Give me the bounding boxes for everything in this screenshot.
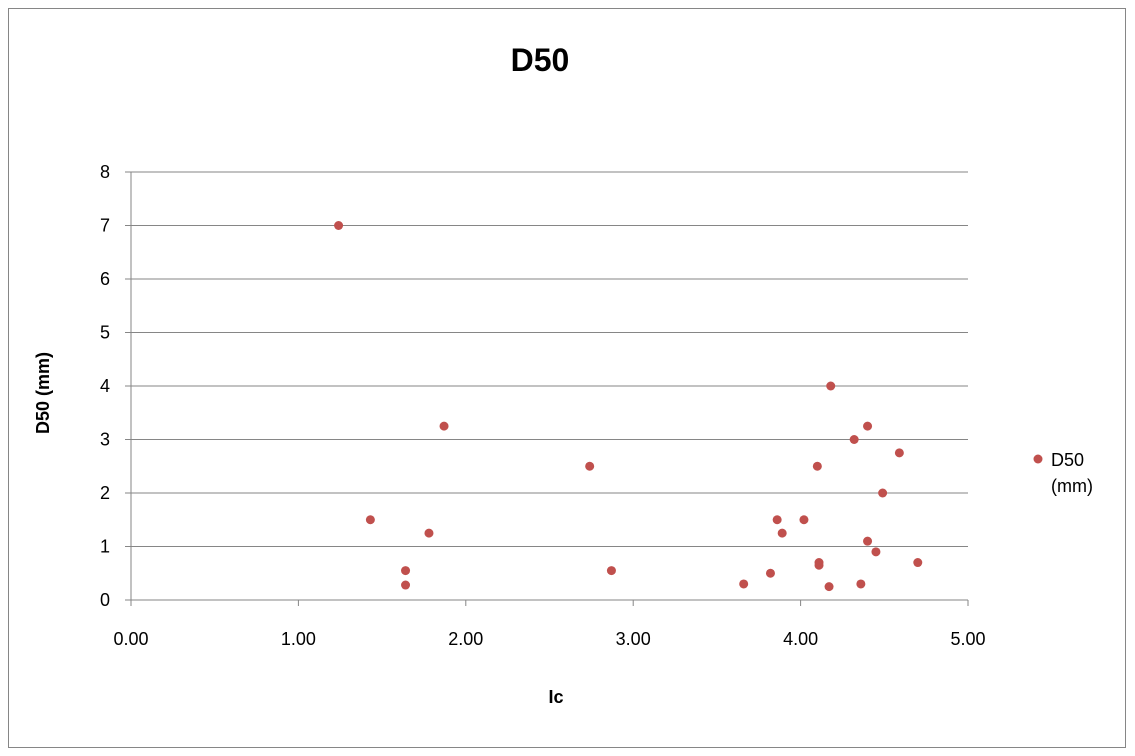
x-tick-label: 0.00 [113, 629, 148, 649]
data-point [824, 582, 834, 592]
y-tick-label: 6 [100, 269, 110, 289]
data-point [585, 461, 595, 471]
data-point [856, 579, 866, 589]
y-tick-label: 1 [100, 537, 110, 557]
data-point [401, 566, 411, 576]
data-point [826, 381, 836, 391]
data-point [913, 558, 923, 568]
x-tick-label: 4.00 [783, 629, 818, 649]
data-point [894, 448, 904, 458]
y-tick-label: 8 [100, 162, 110, 182]
y-tick-label: 3 [100, 430, 110, 450]
data-point [863, 421, 873, 431]
data-point [871, 547, 881, 557]
x-tick-label: 3.00 [616, 629, 651, 649]
y-tick-label: 2 [100, 483, 110, 503]
x-tick-label: 2.00 [448, 629, 483, 649]
tick-labels: 0 1 2 3 4 5 6 7 8 0.00 1.00 2.00 3.00 4.00 5.00 [100, 162, 986, 649]
y-tick-label: 5 [100, 323, 110, 343]
x-tick-label: 1.00 [281, 629, 316, 649]
x-axis-label: Ic [548, 687, 563, 707]
data-point [772, 515, 782, 525]
legend-label: D50 [1051, 450, 1084, 470]
legend-marker [1033, 454, 1043, 464]
data-point [606, 566, 616, 576]
data-point [365, 515, 375, 525]
chart-title: D50 [511, 42, 570, 78]
y-axis-label: D50 (mm) [33, 352, 53, 434]
y-tick-label: 7 [100, 216, 110, 236]
data-point [401, 580, 411, 590]
data-point [863, 536, 873, 546]
gridlines [131, 171, 968, 547]
data-point [849, 435, 859, 444]
x-tick-label: 5.00 [950, 629, 985, 649]
data-point [765, 568, 775, 578]
chart-area: D50 0 1 2 3 4 5 6 7 8 0.00 1.00 2.00 3.00 4.00 5.00 Ic… [8, 8, 1126, 748]
data-point [814, 560, 824, 570]
data-point [799, 515, 809, 525]
data-point [878, 488, 888, 498]
scatter-chart: D50 0 1 2 3 4 5 6 7 8 0.00 1.00 2.00 3.00 4.00 5.00 Ic… [33, 42, 1093, 707]
y-tick-label: 0 [100, 590, 110, 610]
data-point [739, 579, 749, 589]
data-points [334, 221, 923, 592]
data-point [812, 461, 822, 471]
y-tick-label: 4 [100, 376, 110, 396]
data-point [424, 528, 434, 538]
data-point [777, 528, 787, 538]
legend: D50 (mm) [1033, 450, 1093, 496]
data-point [334, 221, 344, 230]
axes [125, 171, 969, 606]
data-point [439, 421, 449, 431]
legend-label: (mm) [1051, 476, 1093, 496]
